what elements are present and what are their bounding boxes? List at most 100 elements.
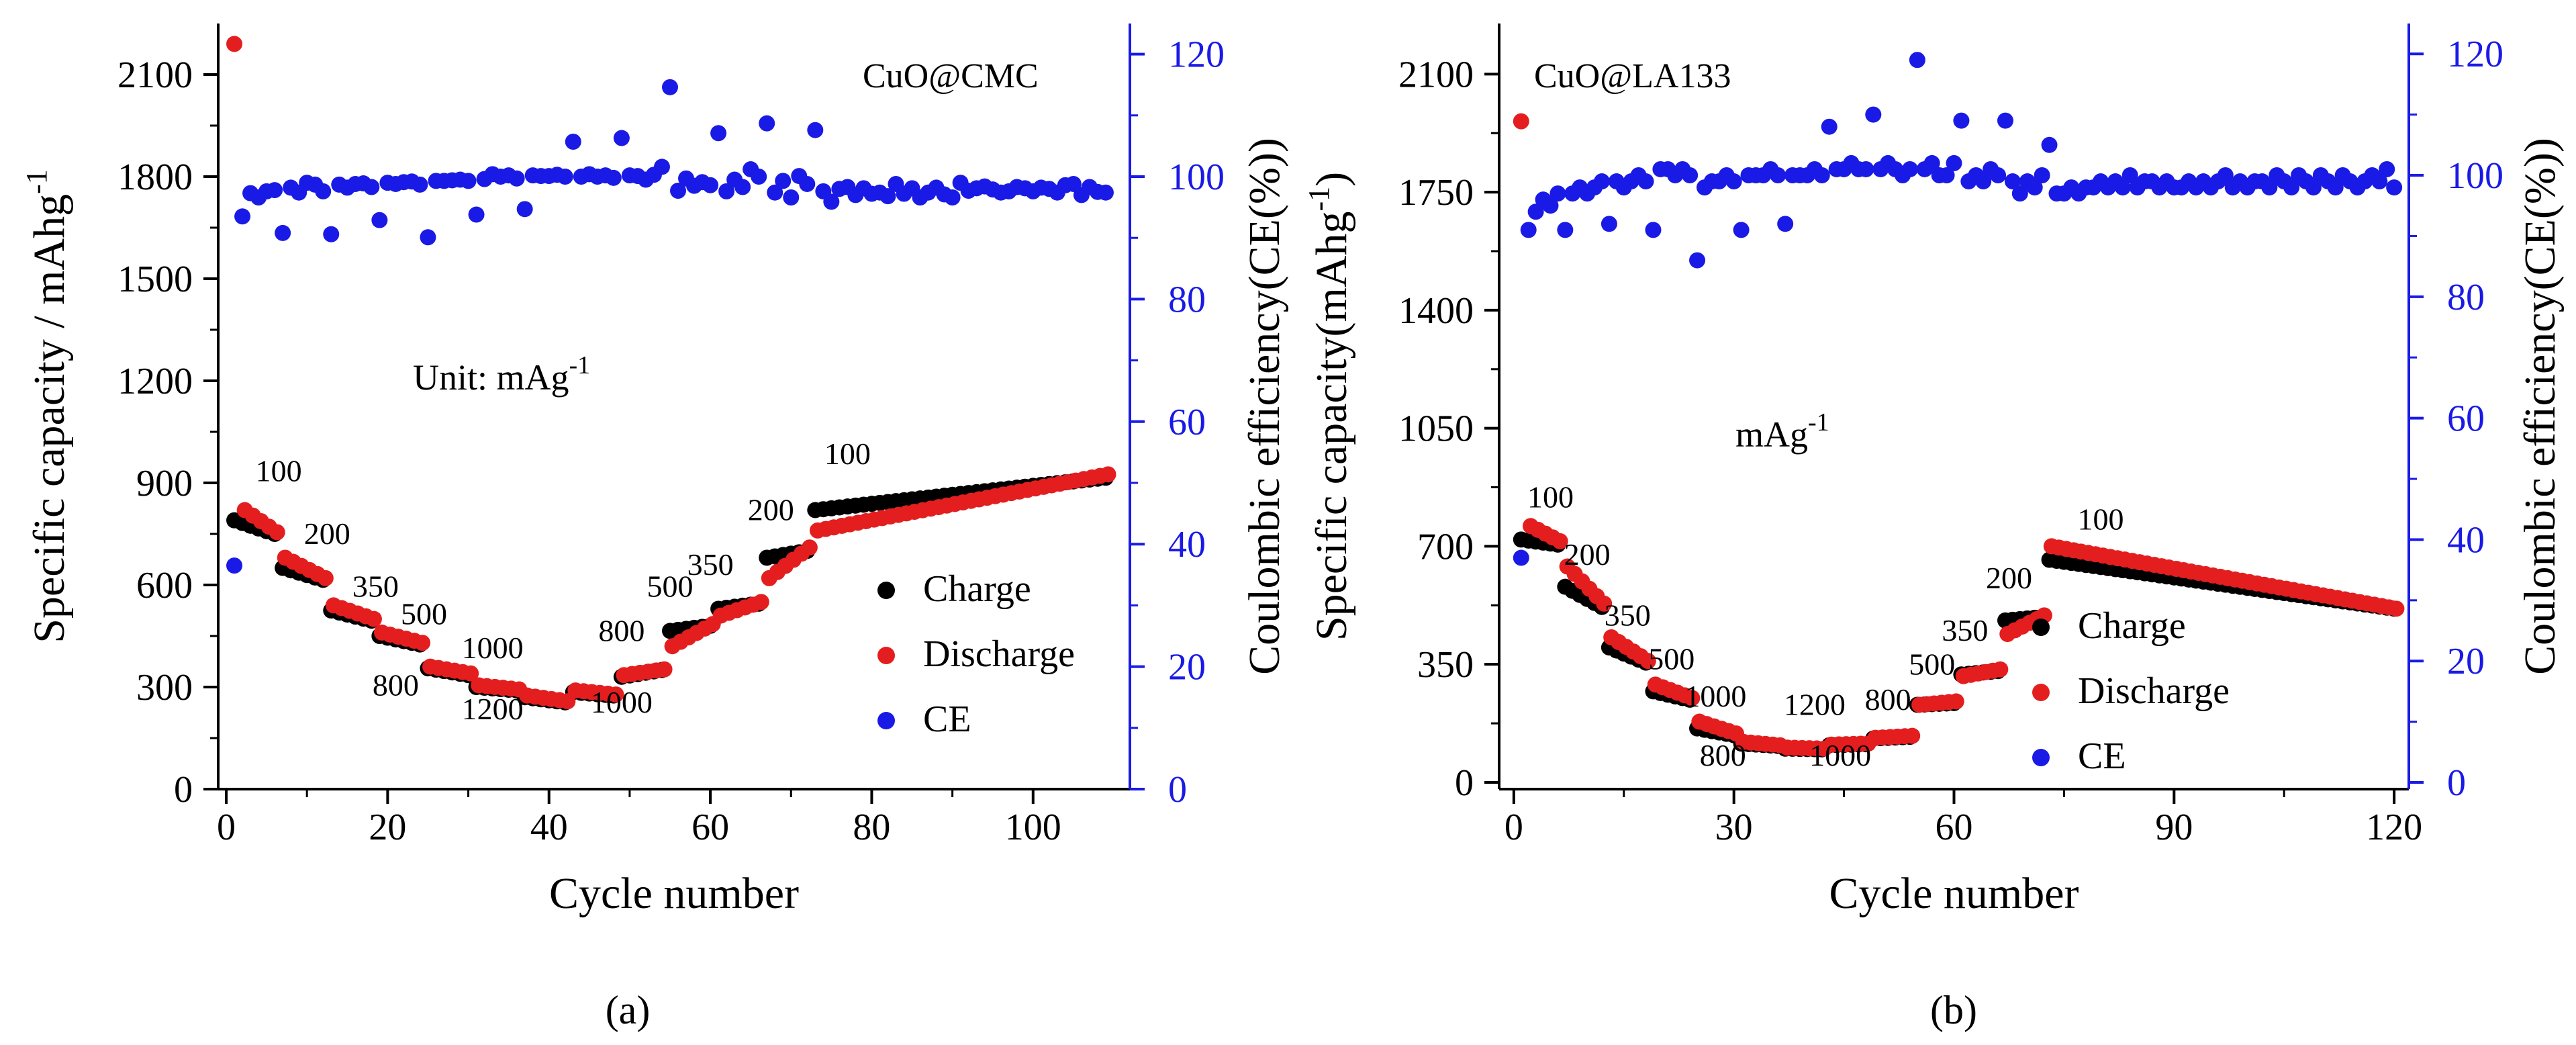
y-tick-label: 2100 xyxy=(117,54,193,96)
unit-note-main: Unit: mAg xyxy=(413,357,569,398)
ce-point xyxy=(2379,161,2395,177)
rate-annotation: 1200 xyxy=(1784,688,1846,722)
legend-marker-charge xyxy=(2032,619,2050,636)
ce-point xyxy=(944,189,961,206)
ce-point xyxy=(2004,173,2021,190)
ce-point xyxy=(1520,222,1537,238)
discharge-point xyxy=(753,594,769,610)
legend-marker-charge xyxy=(877,582,895,599)
ce-point xyxy=(2114,179,2131,196)
x-tick-label: 40 xyxy=(530,807,568,848)
rate-annotation: 500 xyxy=(647,570,693,604)
y2-tick-label: 100 xyxy=(1168,156,1225,198)
ce-point xyxy=(1682,167,1699,184)
ce-point xyxy=(718,183,735,199)
ce-point xyxy=(1542,197,1559,214)
ce-point xyxy=(2034,167,2050,184)
discharge-point xyxy=(801,539,818,556)
y-tick-label: 2100 xyxy=(1398,54,1474,95)
discharge-point xyxy=(1992,661,2009,678)
rate-annotation: 200 xyxy=(748,493,794,527)
x-axis-label: Cycle number xyxy=(1829,869,2079,918)
rate-annotation: 200 xyxy=(1564,537,1611,572)
rate-annotation: 800 xyxy=(598,614,645,648)
discharge-point xyxy=(269,524,285,541)
y2-tick-label: 20 xyxy=(1168,647,1206,688)
inset-label: CuO@CMC xyxy=(863,57,1039,95)
ce-point xyxy=(508,170,525,187)
ce-point xyxy=(2026,179,2043,196)
ce-point xyxy=(710,125,727,142)
y-tick-label: 1200 xyxy=(117,361,193,402)
unit-note-main: mAg xyxy=(1735,414,1808,455)
y-axis-label-sup: -1 xyxy=(1302,187,1335,212)
ce-point xyxy=(1923,154,1940,171)
discharge-point xyxy=(365,610,382,627)
ce-point xyxy=(1909,52,1925,69)
ce-point xyxy=(1513,549,1529,566)
rate-annotation: 350 xyxy=(687,547,734,582)
legend-marker-ce xyxy=(877,712,895,729)
ce-point xyxy=(323,226,340,242)
rate-annotation: 800 xyxy=(373,668,419,702)
discharge-point xyxy=(317,570,334,586)
ce-point xyxy=(2283,179,2300,196)
ce-point xyxy=(1777,216,1794,232)
ce-point xyxy=(420,229,436,246)
ce-point xyxy=(1821,118,1838,135)
y2-tick-label: 80 xyxy=(1168,279,1206,320)
rate-annotation: 800 xyxy=(1865,682,1911,717)
discharge-point xyxy=(463,665,479,682)
ce-point xyxy=(267,182,283,199)
ce-point xyxy=(1865,106,1882,123)
y-tick-label: 600 xyxy=(136,565,193,606)
ce-point xyxy=(1689,252,1706,269)
ce-point xyxy=(1097,184,1114,201)
y-tick-label: 1800 xyxy=(117,156,193,198)
ce-point xyxy=(2011,185,2028,202)
ce-point xyxy=(1637,173,1654,190)
y2-tick-label: 120 xyxy=(2447,34,2503,75)
rate-annotation: 100 xyxy=(256,453,302,488)
rate-annotation: 350 xyxy=(1942,613,1988,647)
ce-point xyxy=(759,115,775,132)
ce-point xyxy=(1990,167,2007,184)
ce-point xyxy=(1975,173,1992,190)
discharge-point xyxy=(226,36,243,52)
ce-point xyxy=(2371,173,2388,190)
ce-point xyxy=(2041,136,2058,153)
x-tick-label: 0 xyxy=(1505,807,1523,848)
y-axis-label-main: Specific capacity(mAhg xyxy=(1307,212,1356,641)
legend-label-ce: CE xyxy=(923,698,971,740)
ce-point xyxy=(767,184,783,201)
rate-annotation: 800 xyxy=(1700,738,1746,772)
legend-label-charge: Charge xyxy=(923,568,1031,610)
ce-point xyxy=(823,193,840,210)
panel-label-a: (a) xyxy=(606,988,651,1032)
ce-point xyxy=(775,173,792,189)
ce-point xyxy=(2305,179,2322,196)
y-axis-label-sup: -1 xyxy=(20,169,53,194)
ce-point xyxy=(468,206,485,223)
rate-annotation: 500 xyxy=(1648,642,1695,676)
ce-point xyxy=(807,122,824,138)
panel-label-b: (b) xyxy=(1930,988,1977,1032)
y-tick-label: 0 xyxy=(1455,762,1474,804)
y2-tick-label: 40 xyxy=(2447,519,2485,561)
ce-point xyxy=(1527,203,1544,220)
y2-axis-label: Coulombic efficiency(CE(%)) xyxy=(2516,138,2565,675)
ce-point xyxy=(1997,112,2013,129)
ce-point xyxy=(751,169,767,185)
x-tick-label: 30 xyxy=(1715,807,1753,848)
y-tick-label: 1750 xyxy=(1398,172,1474,214)
ce-point xyxy=(371,212,388,228)
ce-point xyxy=(1557,222,1574,238)
ce-point xyxy=(783,189,800,206)
ce-point xyxy=(2217,167,2234,184)
discharge-point xyxy=(1552,533,1568,549)
unit-note: mAg-1 xyxy=(1735,408,1829,455)
legend-marker-discharge xyxy=(2032,684,2050,701)
ce-point xyxy=(1733,222,1750,238)
y-axis-label: Specific capacity / mAhg-1 xyxy=(20,169,74,643)
